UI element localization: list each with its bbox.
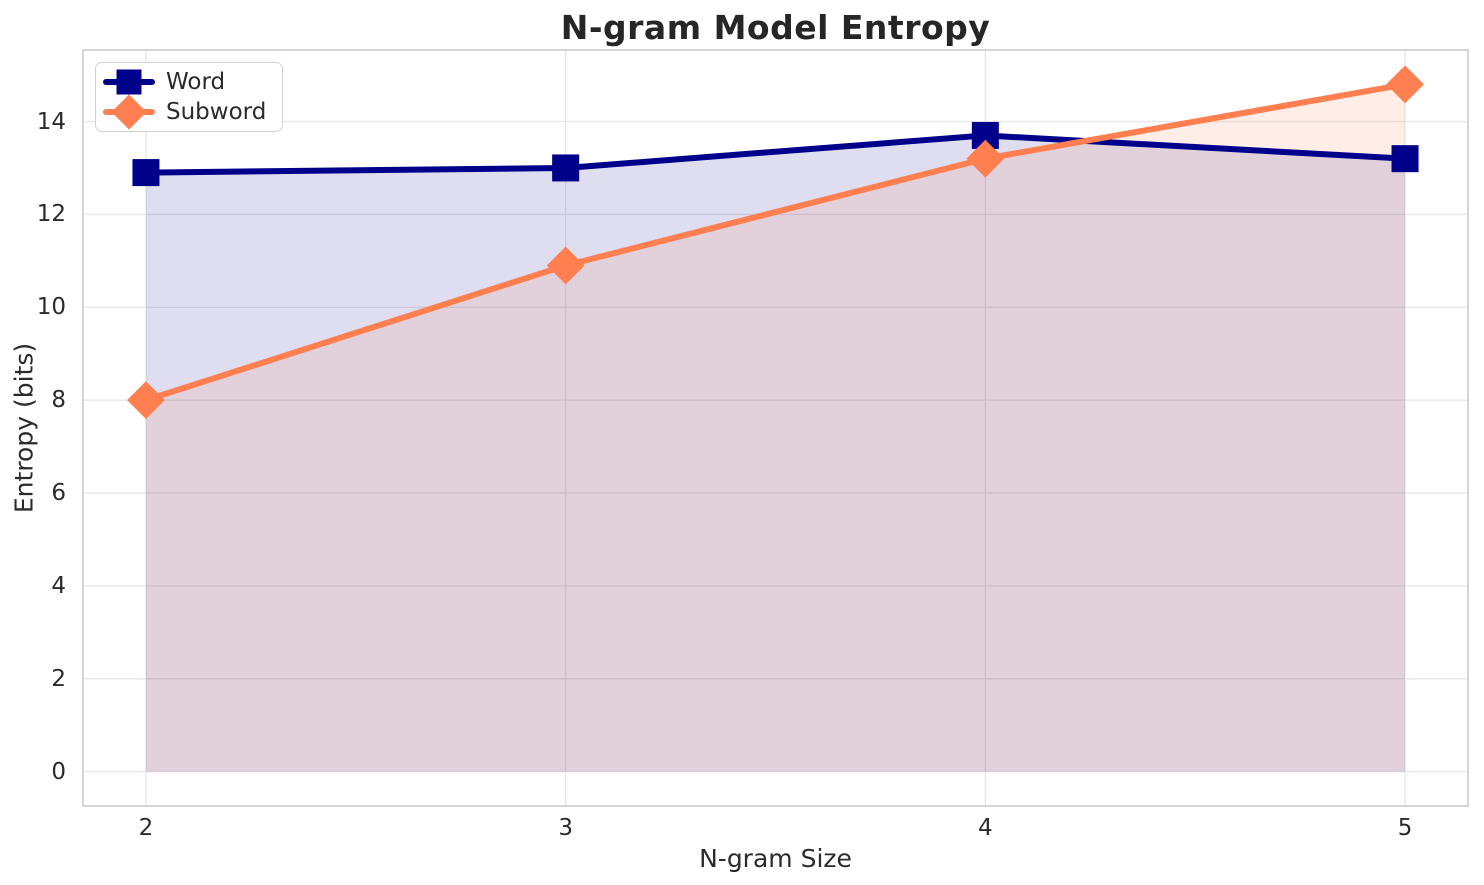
- legend-sample-marker: [111, 94, 147, 130]
- legend: Word Subword: [95, 62, 284, 132]
- y-tick-label: 12: [36, 201, 66, 228]
- x-tick-label: 2: [138, 815, 154, 841]
- legend-item-subword: Subword: [103, 94, 267, 130]
- word-legend-sample: [103, 69, 155, 95]
- x-axis-label: N-gram Size: [699, 844, 852, 873]
- legend-label: Word: [166, 68, 226, 95]
- x-tick-label: 3: [558, 815, 573, 841]
- x-tick-label: 5: [1397, 815, 1413, 841]
- y-tick-label: 8: [51, 387, 66, 414]
- legend-item-word: Word: [103, 67, 266, 97]
- word-marker: [1391, 145, 1419, 173]
- word-marker: [552, 154, 580, 182]
- subword-area-fill: [145, 84, 1406, 772]
- y-tick-label: 2: [51, 665, 66, 692]
- y-tick-label: 0: [51, 758, 66, 785]
- subword-line: [142, 81, 1409, 404]
- x-tick-label: 4: [978, 815, 993, 841]
- chart-title: N-gram Model Entropy: [560, 8, 991, 47]
- y-tick-label: 14: [36, 108, 66, 135]
- word-marker: [132, 159, 160, 187]
- subword-marker: [1386, 65, 1424, 104]
- subword-marker: [127, 381, 165, 420]
- subword-legend-sample: [103, 94, 155, 130]
- y-tick-label: 6: [51, 480, 66, 506]
- legend-label: Subword: [166, 98, 267, 125]
- word-area-fill: [145, 135, 1406, 772]
- legend-sample-marker: [116, 69, 142, 95]
- y-tick-label: 10: [36, 294, 66, 321]
- word-line: [142, 132, 1409, 176]
- subword-marker: [966, 139, 1005, 178]
- plot-border: [82, 49, 1469, 807]
- subword-marker: [546, 246, 585, 285]
- y-tick-label: 4: [51, 572, 66, 599]
